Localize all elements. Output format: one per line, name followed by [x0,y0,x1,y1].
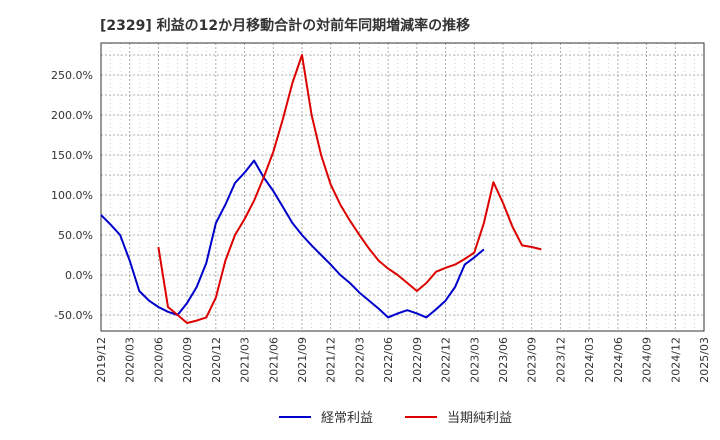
x-tick-label: 2021/12 [325,337,338,383]
x-tick-label: 2024/06 [612,337,625,383]
y-tick-label: 0.0% [65,269,93,282]
y-tick-label: -50.0% [54,309,93,322]
chart-title: [2329] 利益の12か月移動合計の対前年同期増減率の推移 [100,17,470,34]
plot-area-frame [100,42,705,332]
x-tick-label: 2023/09 [526,337,539,383]
series-layer [100,54,542,324]
y-tick-label: 50.0% [58,229,93,242]
x-tick-label: 2023/12 [554,337,567,383]
x-tick-label: 2024/09 [641,337,654,383]
x-tick-label: 2020/06 [152,337,165,383]
legend-label-net-profit: 当期純利益 [447,411,512,426]
x-tick-label: 2023/03 [468,337,481,383]
series-line-ordinary-profit [100,159,485,319]
y-tick-label: 100.0% [51,189,93,202]
x-tick-label: 2022/03 [353,337,366,383]
series-line-net-profit [157,54,542,324]
x-tick-label: 2021/03 [239,337,252,383]
legend: 経常利益 当期純利益 [279,411,512,426]
x-tick-label: 2024/03 [583,337,596,383]
x-tick-label: 2023/06 [497,337,510,383]
y-tick-label: 200.0% [51,109,93,122]
grid [100,43,705,331]
x-tick-label: 2024/12 [669,337,682,383]
x-tick-label: 2021/06 [267,337,280,383]
x-tick-label: 2019/12 [95,337,108,383]
y-tick-label: 250.0% [51,69,93,82]
x-tick-label: 2022/09 [411,337,424,383]
y-tick-label: 150.0% [51,149,93,162]
x-tick-label: 2020/09 [181,337,194,383]
x-tick-label: 2020/12 [210,337,223,383]
x-tick-label: 2020/03 [124,337,137,383]
legend-label-ordinary-profit: 経常利益 [321,411,373,426]
x-axis: 2019/12 2020/03 2020/06 2020/09 2020/12 2021/… [95,337,711,383]
x-tick-label: 2022/06 [382,337,395,383]
x-tick-label: 2025/03 [698,337,711,383]
y-axis: 250.0% 200.0% 150.0% 100.0% 50.0% 0.0% -50.0% [51,69,93,322]
x-tick-label: 2022/12 [440,337,453,383]
x-tick-label: 2021/09 [296,337,309,383]
